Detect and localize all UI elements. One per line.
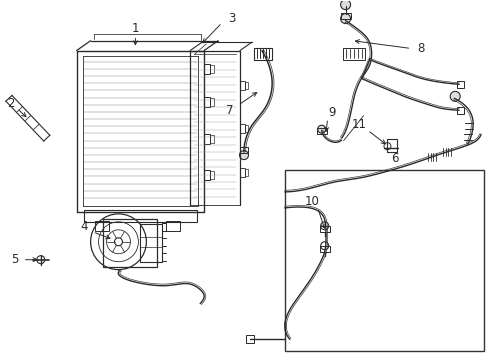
Bar	[203, 170, 210, 180]
Bar	[240, 147, 247, 153]
Bar	[240, 124, 244, 133]
Bar	[102, 219, 157, 267]
Bar	[210, 98, 214, 106]
Bar	[140, 224, 162, 262]
Bar	[316, 128, 326, 134]
Text: 3: 3	[228, 12, 235, 25]
Bar	[210, 135, 214, 143]
Bar	[203, 134, 210, 144]
Bar	[340, 13, 350, 19]
Bar	[210, 66, 214, 73]
Circle shape	[239, 150, 248, 159]
Bar	[253, 48, 271, 60]
Bar	[244, 82, 247, 89]
Circle shape	[317, 125, 325, 133]
Bar	[244, 125, 247, 132]
Circle shape	[340, 0, 350, 10]
Bar	[285, 170, 483, 351]
Bar	[240, 168, 244, 177]
Bar	[245, 336, 253, 343]
Bar	[203, 64, 210, 75]
Bar	[210, 171, 214, 179]
Text: 2: 2	[7, 97, 15, 110]
Circle shape	[449, 91, 459, 101]
Text: 6: 6	[390, 152, 397, 165]
Bar	[203, 97, 210, 107]
Bar	[240, 81, 244, 90]
Bar	[244, 169, 247, 176]
Text: 5: 5	[11, 253, 19, 266]
Text: 11: 11	[351, 118, 366, 131]
Bar	[319, 226, 329, 232]
Circle shape	[340, 14, 350, 24]
Bar	[319, 246, 329, 252]
Text: 10: 10	[304, 195, 319, 208]
Bar	[83, 210, 197, 222]
Bar	[456, 81, 463, 88]
Bar	[342, 48, 364, 60]
Bar	[456, 107, 463, 114]
Text: 7: 7	[226, 104, 233, 117]
Bar	[386, 139, 397, 152]
Bar	[166, 221, 180, 231]
Text: 4: 4	[81, 220, 88, 233]
Bar	[94, 221, 108, 231]
Text: 1: 1	[131, 22, 139, 35]
Text: 9: 9	[327, 106, 335, 119]
Text: 8: 8	[417, 42, 424, 55]
